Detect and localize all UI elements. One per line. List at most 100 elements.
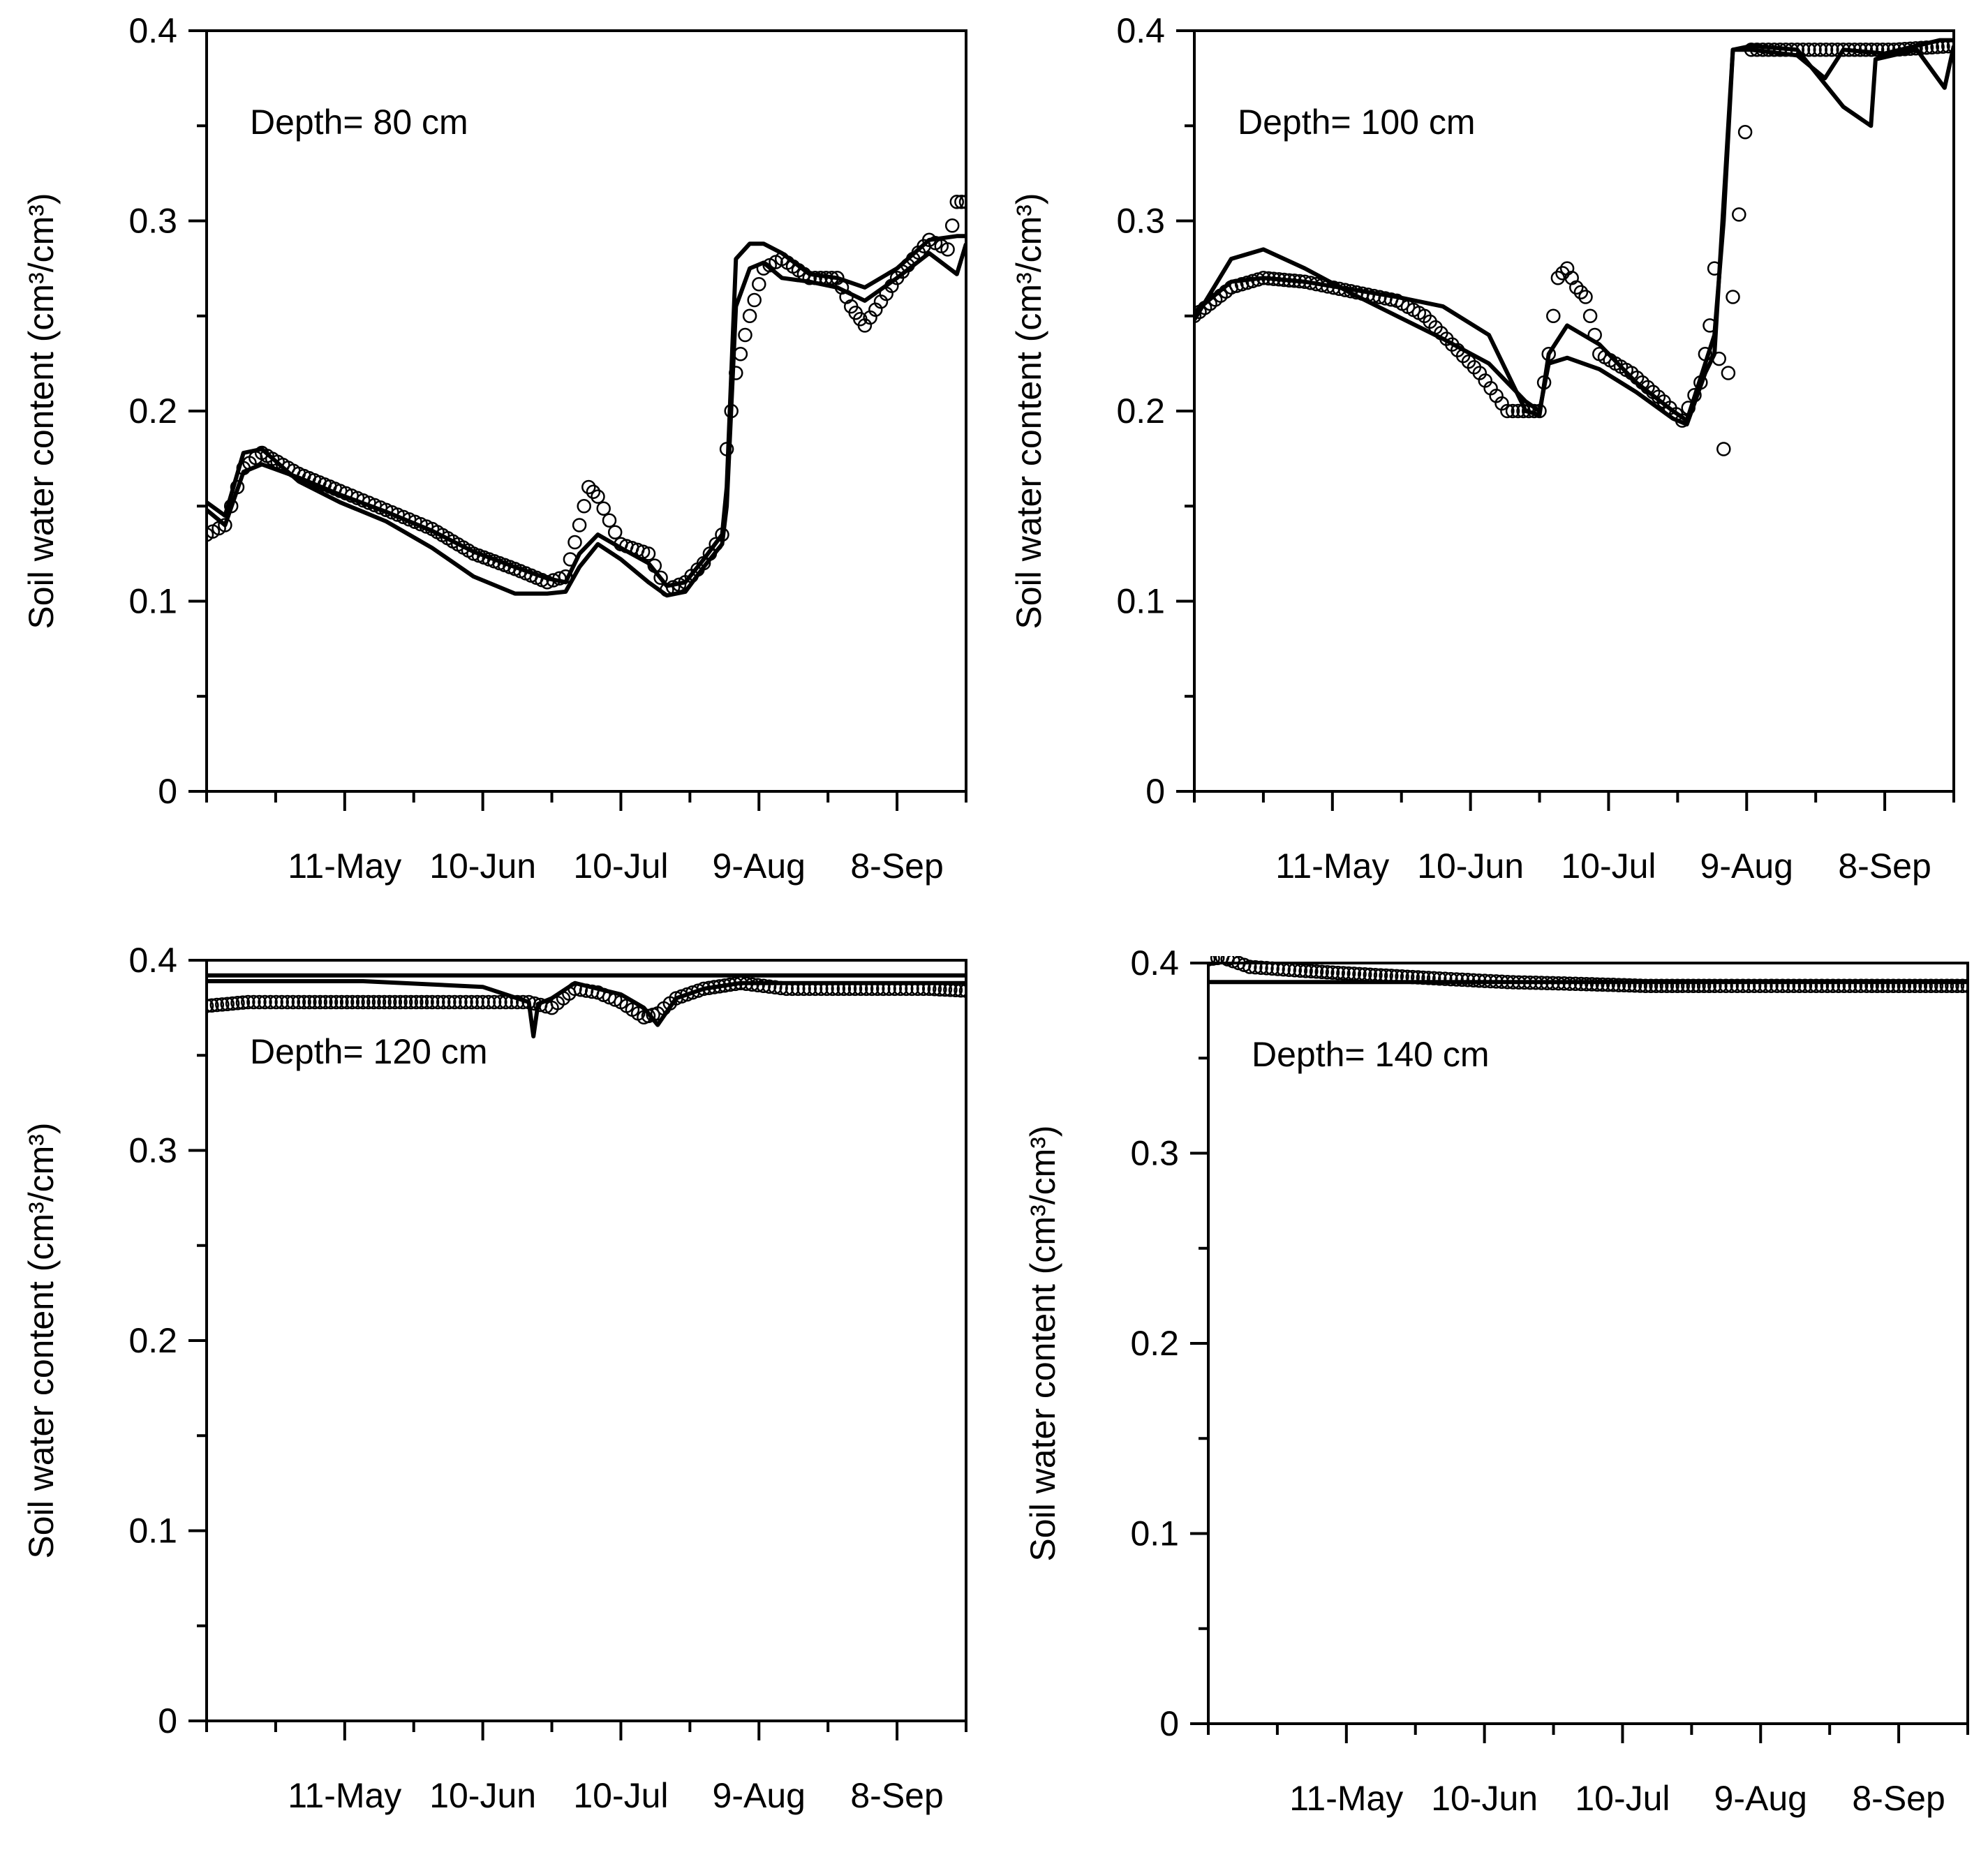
- y-tick-label: 0.2: [1130, 1324, 1179, 1363]
- y-tick-label: 0.2: [1116, 391, 1165, 431]
- data-point: [329, 994, 343, 1010]
- data-point: [1242, 960, 1257, 974]
- plot-frame: [1207, 962, 1969, 1725]
- x-tick-label: 10-Jun: [1431, 1779, 1538, 1818]
- data-point: [750, 978, 765, 993]
- data-point: [207, 998, 219, 1013]
- data-point: [1913, 978, 1928, 993]
- data-point: [1897, 978, 1912, 993]
- x-tick-label: 11-May: [288, 846, 401, 886]
- data-point: [1649, 978, 1663, 993]
- data-point: [345, 994, 360, 1010]
- x-tick-label: 10-Jul: [1575, 1779, 1670, 1818]
- data-point: [1569, 280, 1584, 295]
- data-point: [313, 994, 327, 1010]
- data-point: [1208, 956, 1220, 966]
- series-line-1: [207, 979, 966, 1038]
- data-point: [1726, 290, 1740, 304]
- data-point: [1875, 978, 1890, 993]
- data-point: [493, 994, 507, 1010]
- data-point: [1870, 978, 1885, 993]
- data-point: [944, 218, 960, 233]
- data-point: [207, 999, 214, 1013]
- data-point: [1837, 978, 1852, 993]
- data-point: [1814, 978, 1830, 993]
- data-point: [366, 994, 381, 1010]
- data-point: [1265, 961, 1279, 976]
- series-points-0: [207, 976, 966, 1025]
- data-point: [1758, 978, 1773, 993]
- y-tick-label: 0.4: [1130, 943, 1179, 983]
- data-point: [487, 994, 502, 1010]
- data-point: [464, 994, 479, 1010]
- y-tick-label: 0: [1145, 772, 1165, 811]
- data-point: [1702, 978, 1716, 993]
- data-point: [653, 570, 668, 585]
- y-tick-label: 0: [158, 1701, 177, 1740]
- data-point: [1248, 960, 1263, 975]
- x-tick-label: 10-Jun: [429, 846, 536, 886]
- data-point: [387, 994, 403, 1010]
- data-point: [1820, 978, 1835, 993]
- data-point: [1194, 308, 1202, 324]
- data-point: [1842, 978, 1857, 993]
- data-point: [424, 994, 440, 1010]
- data-point: [1907, 978, 1922, 993]
- series-line-2: [207, 243, 966, 598]
- data-point: [436, 994, 451, 1010]
- data-point: [1270, 962, 1285, 976]
- data-point: [1309, 964, 1324, 979]
- data-point: [1746, 978, 1762, 993]
- data-point: [1732, 207, 1746, 222]
- data-point: [241, 994, 255, 1010]
- series-line-1: [1194, 38, 1954, 423]
- x-tick-label: 9-Aug: [713, 846, 806, 886]
- data-point: [1550, 271, 1566, 285]
- data-point: [1741, 978, 1756, 993]
- data-point: [1505, 403, 1520, 419]
- data-point: [1627, 978, 1642, 993]
- data-point: [572, 518, 587, 532]
- data-point: [1825, 43, 1839, 57]
- data-point: [263, 994, 278, 1010]
- data-point: [1449, 972, 1464, 987]
- data-point: [291, 994, 306, 1010]
- data-point: [1719, 978, 1733, 993]
- data-point: [1633, 978, 1647, 993]
- series-line-2: [1194, 43, 1954, 427]
- data-point: [1582, 308, 1598, 324]
- x-tick-label: 10-Jul: [573, 1776, 668, 1815]
- x-tick-label: 11-May: [1289, 1779, 1403, 1818]
- depth-label: Depth= 120 cm: [250, 1032, 487, 1071]
- plot-frame: [205, 29, 967, 793]
- data-point: [1764, 978, 1779, 993]
- data-point: [453, 994, 468, 1010]
- data-point: [1341, 966, 1356, 981]
- data-point: [225, 996, 240, 1011]
- data-point: [1444, 971, 1458, 987]
- data-point: [334, 994, 349, 1010]
- data-point: [1421, 971, 1436, 985]
- data-point: [323, 994, 339, 1010]
- y-tick-label: 0.4: [128, 11, 177, 50]
- data-point: [1950, 978, 1965, 993]
- data-point: [1622, 978, 1637, 993]
- data-point: [307, 994, 322, 1010]
- data-point: [1617, 978, 1631, 993]
- data-point: [1869, 43, 1885, 57]
- data-point: [1753, 978, 1767, 993]
- y-tick-label: 0.1: [1116, 582, 1165, 621]
- x-tick-label: 9-Aug: [1714, 1779, 1807, 1818]
- data-point: [1210, 956, 1225, 965]
- data-point: [1665, 978, 1679, 993]
- data-point: [470, 994, 484, 1010]
- y-tick-label: 0.2: [128, 1321, 177, 1360]
- data-point: [1659, 978, 1675, 993]
- data-point: [1929, 978, 1944, 993]
- data-point: [318, 994, 333, 1010]
- plot-area: [207, 195, 966, 598]
- data-point: [1809, 978, 1824, 993]
- data-point: [586, 484, 601, 500]
- series-points-0: [1208, 956, 1968, 993]
- y-tick-label: 0: [158, 772, 177, 811]
